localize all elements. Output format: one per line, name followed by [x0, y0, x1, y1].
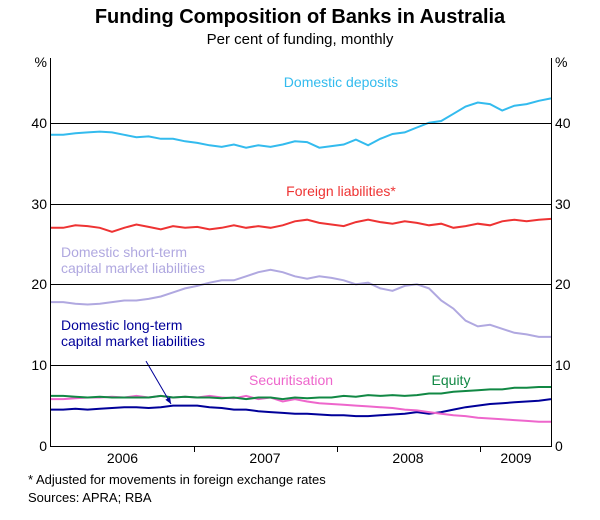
y-unit-right: %	[551, 54, 567, 70]
y-tick-label-left: 40	[31, 115, 51, 131]
callout-arrow-head	[165, 397, 171, 404]
x-tick-label: 2008	[392, 446, 423, 466]
chart-subtitle: Per cent of funding, monthly	[0, 31, 600, 48]
footnote-asterisk: * Adjusted for movements in foreign exch…	[28, 472, 326, 487]
chart-title: Funding Composition of Banks in Australi…	[0, 0, 600, 29]
x-tick	[480, 446, 481, 452]
series-label: Domestic deposits	[284, 74, 398, 90]
y-tick-label-right: 30	[551, 196, 571, 212]
gridline	[51, 123, 551, 124]
plot-area: 001010202030304040%%2006200720082009Dome…	[50, 58, 552, 447]
series-label: Securitisation	[249, 372, 333, 388]
gridline	[51, 284, 551, 285]
chart-container: Funding Composition of Banks in Australi…	[0, 0, 600, 520]
series-label: Domestic short-term capital market liabi…	[61, 244, 221, 276]
footnote-sources: Sources: APRA; RBA	[28, 490, 152, 505]
y-unit-left: %	[35, 54, 51, 70]
y-tick-label-right: 20	[551, 276, 571, 292]
series-label: Domestic long-term capital market liabil…	[61, 317, 221, 349]
y-tick-label-right: 10	[551, 357, 571, 373]
x-tick	[194, 446, 195, 452]
x-tick	[337, 446, 338, 452]
x-tick-label: 2007	[249, 446, 280, 466]
series-label: Equity	[432, 372, 471, 388]
series-line	[51, 396, 551, 422]
series-line	[51, 219, 551, 232]
gridline	[51, 365, 551, 366]
series-line	[51, 387, 551, 399]
y-tick-label-right: 0	[551, 438, 563, 454]
y-tick-label-right: 40	[551, 115, 571, 131]
series-label: Foreign liabilities*	[286, 183, 396, 199]
y-tick-label-left: 30	[31, 196, 51, 212]
gridline	[51, 204, 551, 205]
x-tick-label: 2006	[107, 446, 138, 466]
y-tick-label-left: 0	[39, 438, 51, 454]
series-line	[51, 399, 551, 416]
y-tick-label-left: 10	[31, 357, 51, 373]
x-tick-label: 2009	[500, 446, 531, 466]
y-tick-label-left: 20	[31, 276, 51, 292]
